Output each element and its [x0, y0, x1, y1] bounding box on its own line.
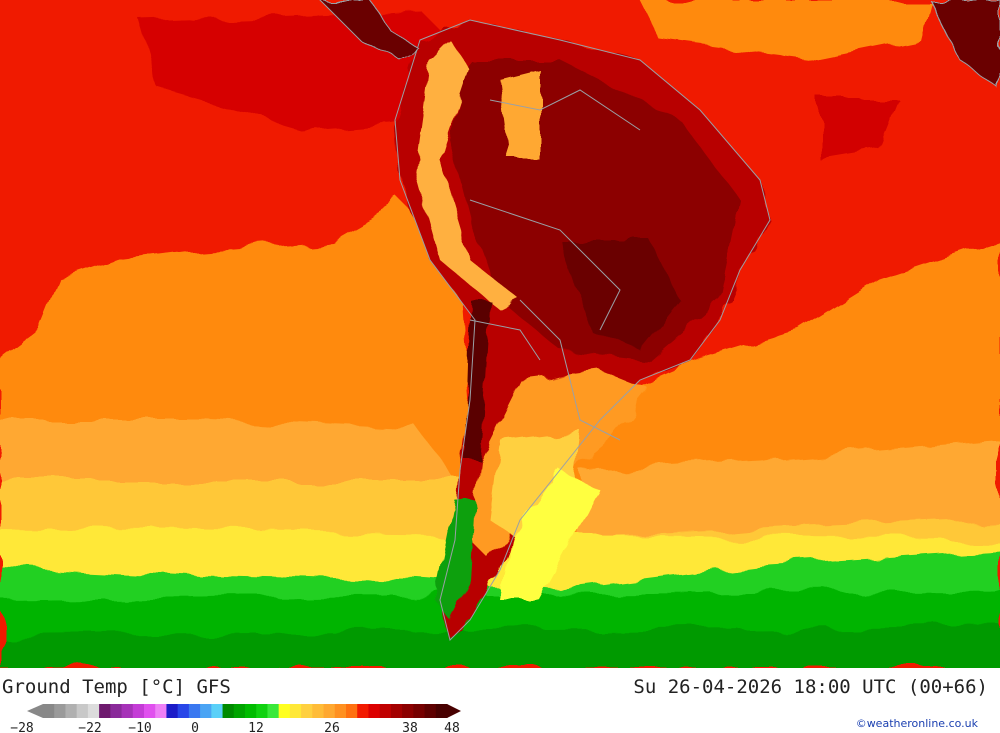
legend-labels: −28 −22 −10 0 12 26 38 48 — [10, 721, 460, 733]
legend-swatches — [27, 704, 461, 718]
temperature-map — [0, 0, 1000, 668]
legend-tick-label: −10 — [128, 721, 151, 733]
legend-swatch — [155, 704, 167, 718]
legend-swatch — [312, 704, 325, 718]
footer: Ground Temp [°C] GFS Su 26-04-2026 18:00… — [0, 668, 1000, 733]
legend-swatch — [121, 704, 134, 718]
legend-swatch — [99, 704, 111, 718]
legend-swatch — [267, 704, 280, 718]
legend-swatch — [188, 704, 201, 718]
legend-swatch — [177, 704, 190, 718]
legend-swatch — [144, 704, 156, 718]
legend-swatch — [43, 704, 55, 718]
legend-swatch — [278, 704, 291, 718]
legend-swatch — [233, 704, 246, 718]
legend-swatch — [211, 704, 224, 718]
legend-swatch — [413, 704, 426, 718]
legend-swatch — [76, 704, 89, 718]
color-legend: −28 −22 −10 0 12 26 38 48 — [10, 704, 461, 733]
legend-arrow-high — [447, 704, 461, 718]
legend-tick-label: 12 — [248, 721, 264, 733]
legend-swatch — [368, 704, 381, 718]
legend-swatch — [289, 704, 302, 718]
legend-swatch — [390, 704, 403, 718]
legend-tick-label: −28 — [10, 721, 33, 733]
legend-swatch — [200, 704, 212, 718]
legend-swatch — [87, 704, 100, 718]
map-title: Ground Temp [°C] GFS — [2, 676, 231, 698]
credit-link[interactable]: ©weatheronline.co.uk — [855, 717, 978, 730]
legend-swatch — [222, 704, 235, 718]
legend-swatch — [110, 704, 123, 718]
legend-swatch — [54, 704, 66, 718]
legend-swatch — [132, 704, 145, 718]
legend-tick-label: 48 — [444, 721, 460, 733]
legend-swatch — [424, 704, 437, 718]
legend-swatch — [301, 704, 313, 718]
legend-swatch — [435, 704, 448, 718]
legend-swatch — [256, 704, 268, 718]
legend-swatch — [334, 704, 347, 718]
country-borders — [394, 19, 771, 641]
legend-tick-label: 26 — [324, 721, 340, 733]
legend-swatch — [402, 704, 414, 718]
legend-swatch — [346, 704, 358, 718]
map-datetime: Su 26-04-2026 18:00 UTC (00+66) — [633, 676, 988, 698]
legend-tick-label: 38 — [402, 721, 418, 733]
legend-tick-label: 0 — [191, 721, 199, 733]
legend-swatch — [357, 704, 369, 718]
legend-swatch — [166, 704, 179, 718]
legend-swatch — [65, 704, 78, 718]
south-america — [395, 20, 770, 640]
legend-swatch — [379, 704, 392, 718]
legend-arrow-low — [27, 704, 43, 718]
legend-swatch — [245, 704, 257, 718]
legend-tick-label: −22 — [78, 721, 101, 733]
legend-swatch — [323, 704, 336, 718]
